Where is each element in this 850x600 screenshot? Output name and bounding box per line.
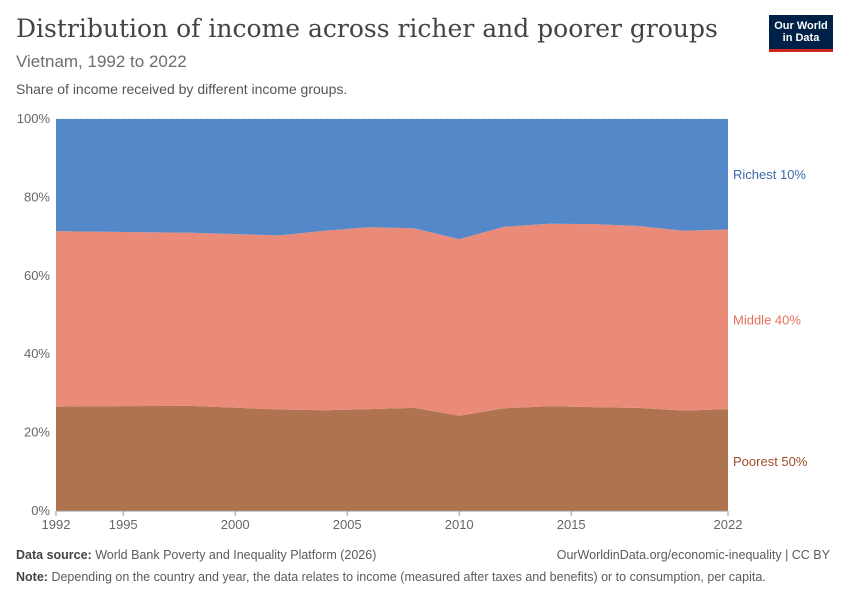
chart-subtitle: Vietnam, 1992 to 2022 [16,52,187,71]
data-source: Data source: World Bank Poverty and Ineq… [16,548,376,562]
y-tick-label: 100% [17,111,51,126]
y-tick-label: 20% [24,425,50,440]
x-axis-ticks: 1992 1995 2000 2005 2010 2015 2022 [42,510,743,532]
y-tick-label: 60% [24,268,50,283]
y-tick-label: 40% [24,346,50,361]
chart-title: Distribution of income across richer and… [16,14,718,43]
series-label: Poorest 50% [733,454,808,469]
x-tick-label: 2010 [445,517,474,532]
x-tick-label: 2022 [714,517,743,532]
chart-description: Share of income received by different in… [16,81,348,97]
series-labels: Poorest 50% Middle 40% Richest 10% [733,167,808,469]
note-text: Depending on the country and year, the d… [51,570,766,584]
y-tick-label: 80% [24,189,50,204]
area-middle-40[interactable] [56,223,728,416]
owid-logo[interactable]: Our World in Data [769,15,833,52]
data-source-text[interactable]: World Bank Poverty and Inequality Platfo… [95,548,377,562]
x-tick-label: 2005 [333,517,362,532]
x-tick-label: 2015 [557,517,586,532]
area-layers[interactable] [56,119,728,511]
x-tick-label: 1995 [109,517,138,532]
series-label: Middle 40% [733,312,801,327]
x-tick-label: 2000 [221,517,250,532]
logo-line-1: Our World [774,20,828,32]
note-label: Note: [16,570,48,584]
chart-note: Note: Depending on the country and year,… [16,570,766,584]
source-url[interactable]: OurWorldinData.org/economic-inequality |… [556,548,830,562]
series-label: Richest 10% [733,167,806,182]
logo-line-2: in Data [782,32,820,44]
data-source-label: Data source: [16,548,92,562]
area-richest-10[interactable] [56,119,728,240]
area-poorest-50[interactable] [56,405,728,511]
y-axis-ticks: 0% 20% 40% 60% 80% 100% [17,111,51,518]
x-tick-label: 1992 [42,517,71,532]
y-tick-label: 0% [31,503,50,518]
